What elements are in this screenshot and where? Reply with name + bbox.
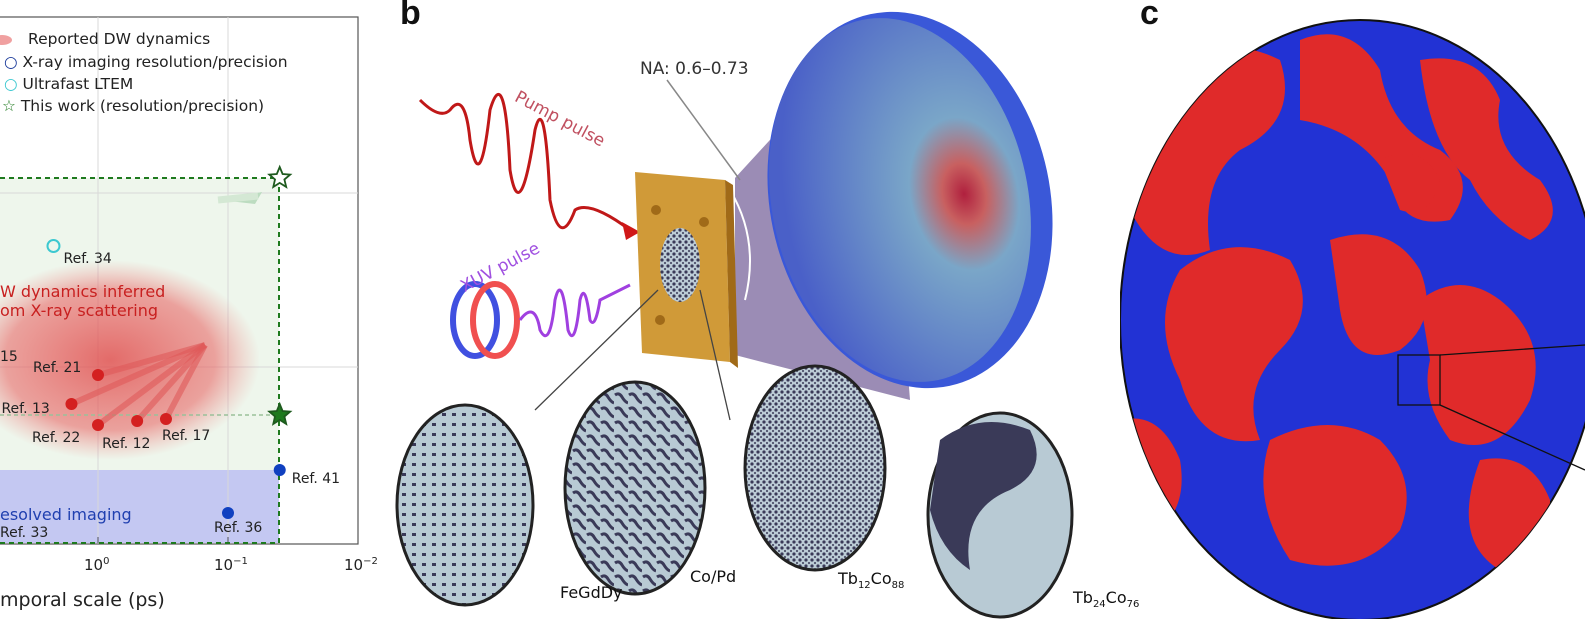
panel-b-letter: b <box>400 0 421 32</box>
point-label: Ref. 12 <box>102 436 151 452</box>
trail <box>134 343 208 423</box>
scattering-region <box>0 260 260 460</box>
tick-exponent: −1 <box>233 556 248 567</box>
this-work-star <box>267 164 293 189</box>
material-name: FeGdDy <box>560 583 623 602</box>
na-arc <box>729 189 751 301</box>
material-name: Co <box>1105 588 1127 607</box>
material-label: Co/Pd <box>690 567 736 586</box>
material-name: Tb <box>1073 588 1093 607</box>
data-point <box>65 398 78 410</box>
x-tick-label: 100 <box>84 556 109 574</box>
data-point <box>159 413 172 425</box>
material-label: FeGdDy <box>560 583 623 602</box>
imaging-label: esolved imaging <box>0 505 132 524</box>
material-label: Tb12Co88 <box>838 569 904 591</box>
point-label: 15 <box>0 349 18 365</box>
subscript: 24 <box>1092 599 1106 611</box>
subscript: 12 <box>857 580 871 592</box>
open-circle-icon: ○ <box>4 75 18 93</box>
na-label: NA: 0.6–0.73 <box>640 59 749 79</box>
na-pointer <box>666 79 741 181</box>
x-tick-label: 10−1 <box>214 556 248 574</box>
material-name: Tb <box>838 569 858 588</box>
legend-label: Reported DW dynamics <box>28 30 211 48</box>
point-label: Ref. 34 <box>63 251 112 267</box>
region-label-line: W dynamics inferred <box>0 282 166 301</box>
subscript: 76 <box>1126 599 1140 611</box>
data-point <box>46 239 61 253</box>
tick-base: 10 <box>214 556 234 574</box>
region-label-line: om X-ray scattering <box>0 301 158 320</box>
material-name: Co <box>870 569 892 588</box>
tick-exponent: −2 <box>363 556 378 567</box>
diffraction-pattern <box>769 18 1031 382</box>
scattering-label: W dynamics inferred om X-ray scattering <box>0 282 165 320</box>
open-circle-icon: ○ <box>4 53 18 71</box>
x-axis-label: mporal scale (ps) <box>0 589 165 611</box>
domain-image-tb12co88 <box>743 364 887 572</box>
data-point <box>131 415 144 427</box>
tick-base: 10 <box>84 556 104 574</box>
data-point <box>92 369 104 381</box>
panel-c-domain-map <box>1120 19 1585 619</box>
trail <box>163 343 208 421</box>
pump-pulse-wave <box>418 92 631 232</box>
polarization-icon <box>450 281 520 359</box>
data-point <box>222 507 234 519</box>
panel-b-illustration <box>395 11 1074 619</box>
domain-image-fegddy <box>395 403 535 607</box>
legend-item-ltem: ○ Ultrafast LTEM <box>4 75 133 93</box>
legend-label: X-ray imaging resolution/precision <box>22 53 288 71</box>
imaging-region <box>0 470 279 543</box>
material-name: Co/Pd <box>690 567 737 586</box>
sample-holder <box>635 172 738 368</box>
tick-exponent: 0 <box>103 556 110 567</box>
this-work-star <box>267 401 293 426</box>
domain-image-copd <box>563 380 707 596</box>
legend-label: Ultrafast LTEM <box>22 75 134 93</box>
point-label: Ref. 33 <box>0 525 49 541</box>
data-point <box>92 419 104 431</box>
point-label: Ref. 13 <box>1 401 50 417</box>
legend-item-xray: ○ X-ray imaging resolution/precision <box>4 53 288 71</box>
data-point <box>273 464 286 476</box>
panel-c-letter: c <box>1140 0 1159 32</box>
chart-svg <box>0 16 359 545</box>
legend-item-this-work: ☆ This work (resolution/precision) <box>2 97 264 115</box>
point-label: Ref. 21 <box>33 360 82 376</box>
tick-base: 10 <box>344 556 364 574</box>
red-blob-icon <box>0 35 12 45</box>
point-label: Ref. 41 <box>291 471 341 487</box>
point-label: Ref. 36 <box>214 520 263 536</box>
x-tick-label: 10−2 <box>344 556 378 574</box>
star-icon: ☆ <box>2 97 16 115</box>
xuv-pulse-wave <box>518 283 631 338</box>
point-label: Ref. 22 <box>32 430 81 446</box>
legend-label: This work (resolution/precision) <box>20 97 265 115</box>
point-label: Ref. 17 <box>161 428 211 444</box>
legend-item-reported: Reported DW dynamics <box>28 30 210 48</box>
trail <box>70 342 207 407</box>
material-label: Tb24Co76 <box>1073 588 1139 610</box>
zoom-region-box <box>1397 354 1441 406</box>
subscript: 88 <box>891 580 905 592</box>
